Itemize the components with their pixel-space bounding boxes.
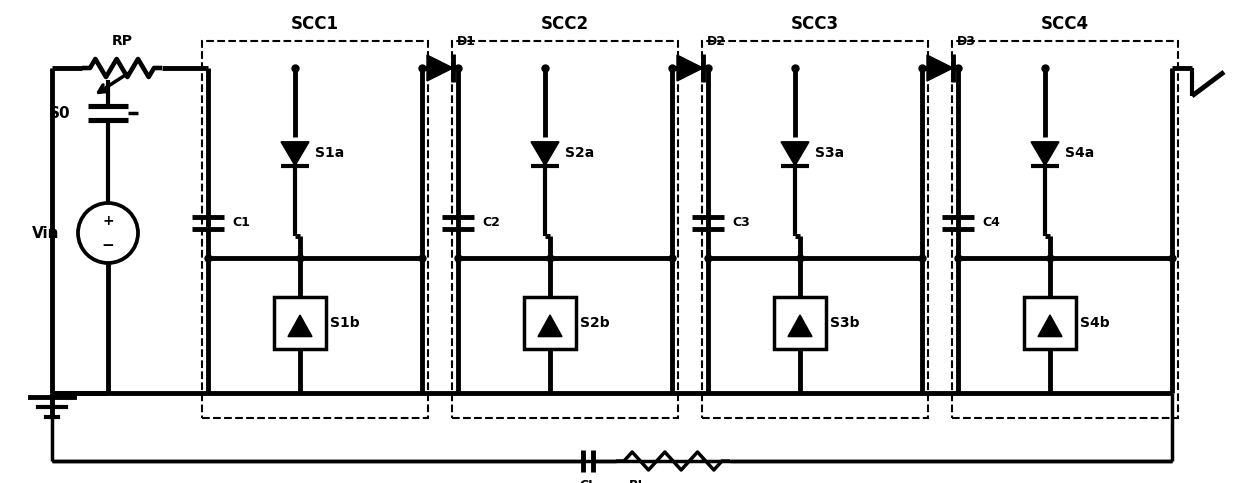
Text: SCC4: SCC4 (1040, 15, 1089, 33)
Polygon shape (427, 55, 453, 81)
Polygon shape (538, 315, 562, 337)
Text: S3a: S3a (815, 146, 844, 160)
Text: S2a: S2a (565, 146, 594, 160)
Text: S2b: S2b (580, 316, 610, 330)
Text: S1a: S1a (315, 146, 345, 160)
Text: RL: RL (629, 479, 647, 483)
Text: S0: S0 (50, 105, 71, 120)
Polygon shape (928, 55, 954, 81)
Text: S3b: S3b (830, 316, 859, 330)
Polygon shape (1030, 142, 1059, 166)
Text: RP: RP (112, 34, 133, 48)
Text: S4b: S4b (1080, 316, 1110, 330)
Text: SCC1: SCC1 (291, 15, 339, 33)
Bar (774, 297, 826, 349)
Polygon shape (281, 142, 309, 166)
Text: S1b: S1b (330, 316, 360, 330)
Polygon shape (677, 55, 703, 81)
Bar (1024, 297, 1076, 349)
Text: D3: D3 (957, 35, 976, 48)
Text: Vin: Vin (32, 226, 60, 241)
Text: +: + (102, 214, 114, 228)
Bar (525, 297, 577, 349)
Text: −: − (102, 238, 114, 253)
Text: S4a: S4a (1065, 146, 1094, 160)
Text: C4: C4 (982, 216, 999, 229)
Text: C2: C2 (482, 216, 500, 229)
Polygon shape (787, 315, 812, 337)
Text: C3: C3 (732, 216, 750, 229)
Text: C1: C1 (232, 216, 250, 229)
Text: SCC2: SCC2 (541, 15, 589, 33)
Text: D2: D2 (707, 35, 725, 48)
Polygon shape (288, 315, 312, 337)
Bar (274, 297, 326, 349)
Polygon shape (531, 142, 559, 166)
Polygon shape (781, 142, 808, 166)
Text: SCC3: SCC3 (791, 15, 839, 33)
Polygon shape (1038, 315, 1061, 337)
Text: CL: CL (579, 479, 596, 483)
Text: D1: D1 (458, 35, 476, 48)
